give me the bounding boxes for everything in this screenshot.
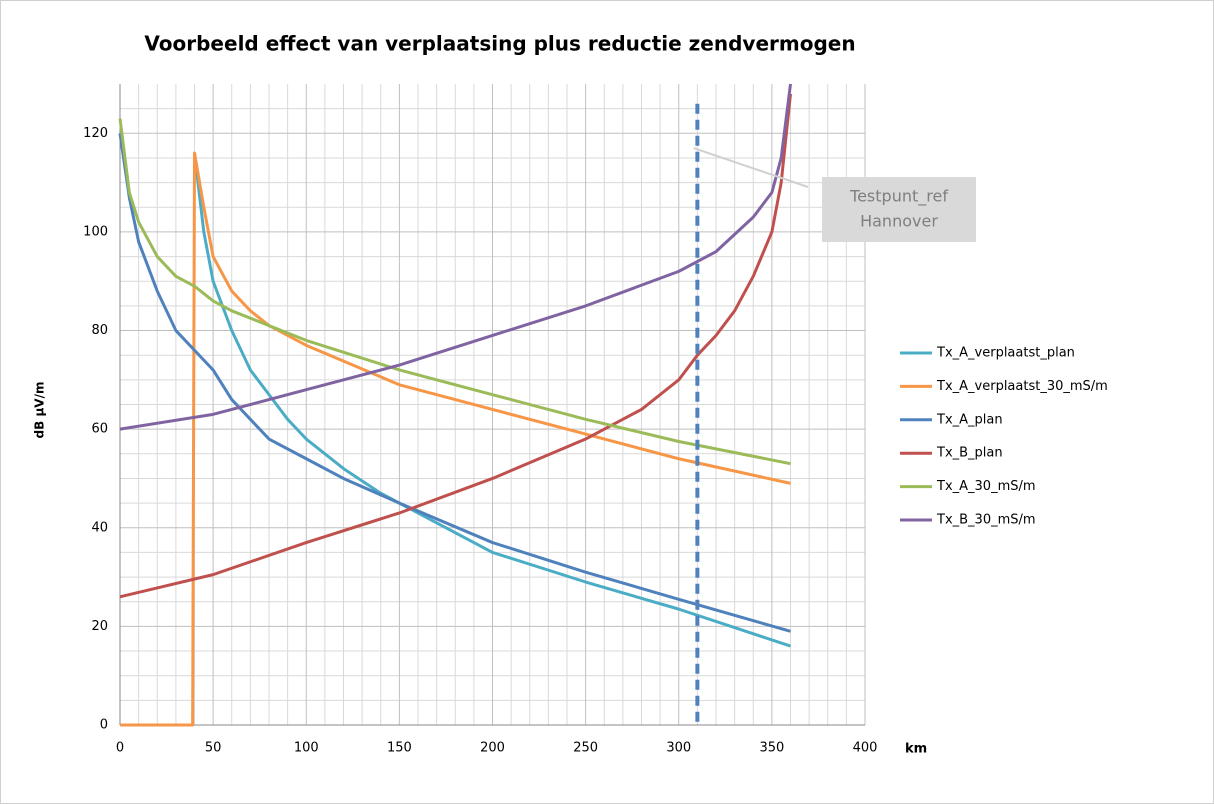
y-tick-label: 80	[91, 323, 108, 338]
series-line	[119, 93, 792, 599]
series-line	[193, 152, 791, 648]
x-tick-label: 0	[116, 741, 124, 756]
legend-label: Tx_A_verplaatst_30_mS/m	[936, 379, 1108, 394]
x-tick-label: 350	[759, 741, 784, 756]
legend-label: Tx_A_verplaatst_plan	[936, 346, 1075, 361]
legend-label: Tx_B_30_mS/m	[936, 513, 1036, 528]
y-tick-label: 60	[91, 422, 108, 437]
legend-label: Tx_A_30_mS/m	[936, 479, 1036, 494]
x-tick-label: 400	[853, 741, 878, 756]
series-line	[119, 83, 792, 431]
legend-label: Tx_A_plan	[936, 412, 1003, 427]
x-tick-label: 250	[573, 741, 598, 756]
series-line	[118, 133, 791, 633]
callout-text: Hannover	[860, 212, 938, 231]
y-tick-label: 20	[91, 619, 108, 634]
series-line	[120, 151, 791, 727]
callout-leader	[693, 147, 809, 188]
legend-label: Tx_B_plan	[936, 446, 1003, 461]
x-tick-label: 200	[480, 741, 505, 756]
y-tick-label: 100	[83, 224, 108, 239]
y-tick-label: 120	[83, 126, 108, 141]
series-line	[118, 118, 791, 466]
y-tick-label: 0	[100, 718, 108, 733]
x-tick-label: 100	[294, 741, 319, 756]
x-axis-label: km	[905, 742, 927, 757]
x-tick-label: 50	[205, 741, 222, 756]
chart-title: Voorbeeld effect van verplaatsing plus r…	[144, 32, 855, 56]
callout-text: Testpunt_ref	[849, 187, 948, 207]
y-axis-label: dB µV/m	[33, 382, 47, 439]
x-tick-label: 150	[387, 741, 412, 756]
x-tick-label: 300	[666, 741, 691, 756]
y-tick-label: 40	[91, 520, 108, 535]
callout-box	[822, 177, 976, 242]
